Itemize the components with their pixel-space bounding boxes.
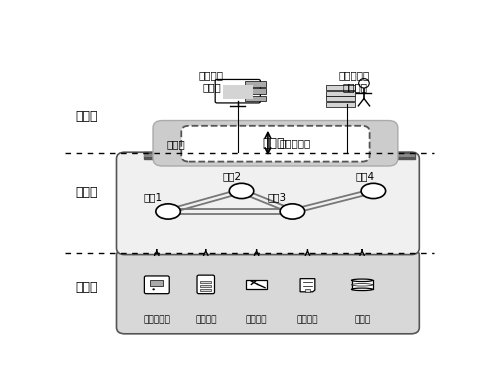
Ellipse shape: [156, 204, 180, 219]
Bar: [151, 280, 163, 287]
FancyBboxPatch shape: [117, 249, 419, 334]
Ellipse shape: [359, 78, 369, 88]
Text: 存储虚拟化: 存储虚拟化: [279, 138, 311, 148]
Text: 监测终端: 监测终端: [195, 315, 216, 325]
Bar: [326, 85, 354, 90]
Text: 子站4: 子站4: [356, 171, 375, 181]
Text: 子站2: 子站2: [223, 171, 242, 181]
Text: 诊断层: 诊断层: [76, 110, 98, 123]
Bar: [144, 154, 415, 157]
Bar: [201, 281, 211, 283]
Bar: [305, 289, 310, 292]
Bar: [144, 152, 415, 158]
Polygon shape: [300, 279, 315, 292]
Bar: [326, 102, 354, 107]
FancyBboxPatch shape: [181, 126, 370, 162]
Bar: [351, 280, 373, 289]
Ellipse shape: [351, 283, 373, 286]
Bar: [326, 96, 354, 101]
Text: 子站3: 子站3: [268, 192, 287, 202]
Text: 知识库: 知识库: [262, 137, 285, 150]
Text: 知识层: 知识层: [76, 186, 98, 199]
FancyBboxPatch shape: [117, 152, 419, 255]
Text: 数据库: 数据库: [354, 315, 370, 325]
Circle shape: [153, 288, 155, 290]
Bar: [245, 96, 266, 101]
FancyBboxPatch shape: [215, 80, 260, 103]
Text: 子站1: 子站1: [143, 192, 163, 202]
FancyBboxPatch shape: [153, 120, 398, 166]
Bar: [245, 81, 266, 87]
Bar: [223, 85, 253, 99]
Bar: [326, 91, 354, 96]
Text: 拓扑文件: 拓扑文件: [297, 315, 318, 325]
Ellipse shape: [229, 183, 254, 199]
Text: 开关设备: 开关设备: [246, 315, 267, 325]
Ellipse shape: [361, 183, 385, 199]
Ellipse shape: [280, 204, 305, 219]
Text: 资源层: 资源层: [76, 281, 98, 294]
FancyBboxPatch shape: [144, 276, 169, 294]
Text: 故障诊断
服务器: 故障诊断 服务器: [199, 70, 224, 92]
Bar: [246, 280, 267, 289]
Bar: [201, 285, 211, 287]
Bar: [201, 288, 211, 291]
Ellipse shape: [351, 288, 373, 291]
Bar: [245, 88, 266, 94]
Text: 中间件: 中间件: [166, 139, 185, 149]
FancyBboxPatch shape: [197, 275, 214, 294]
Text: 故障录波器: 故障录波器: [143, 315, 170, 325]
Text: 故障后事故
分析程序: 故障后事故 分析程序: [339, 70, 370, 92]
Ellipse shape: [351, 279, 373, 282]
